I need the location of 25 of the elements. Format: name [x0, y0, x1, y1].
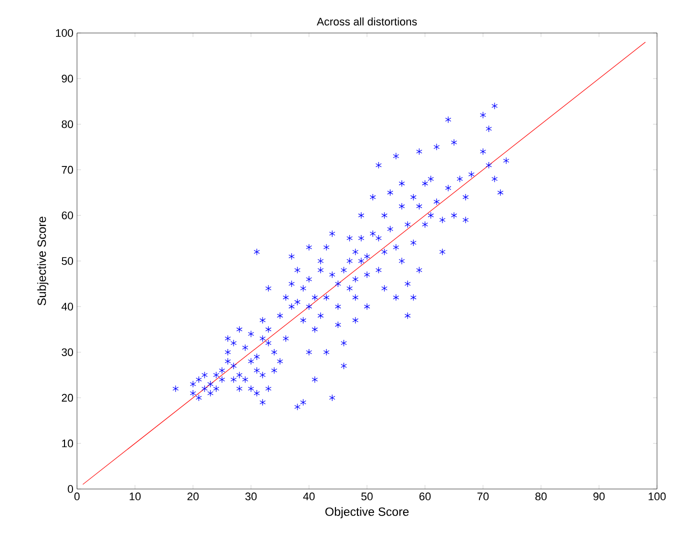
y-tick-label: 40: [62, 302, 74, 310]
y-tick-label: 80: [62, 120, 74, 128]
y-tick-label: 90: [62, 74, 74, 82]
x-tick-label: 30: [245, 492, 257, 500]
x-tick-label: 40: [303, 492, 315, 500]
y-tick-label: 30: [62, 348, 74, 356]
y-tick-label: 100: [56, 29, 74, 37]
x-tick-label: 70: [477, 492, 489, 500]
x-tick-label: 20: [187, 492, 199, 500]
x-tick-label: 90: [593, 492, 605, 500]
x-axis-title: Objective Score: [325, 507, 409, 518]
x-tick-label: 60: [419, 492, 431, 500]
x-tick-label: 10: [130, 492, 141, 500]
chart-title: Across all distortions: [316, 17, 417, 26]
x-tick-label: 100: [648, 492, 666, 500]
y-tick-label: 70: [62, 166, 74, 174]
y-axis-title: Subjective Score: [37, 216, 48, 306]
y-tick-label: 60: [62, 212, 74, 220]
y-tick-label: 50: [62, 257, 74, 265]
x-tick-label: 50: [361, 492, 373, 500]
y-tick-label: 0: [68, 485, 74, 493]
y-tick-label: 10: [62, 440, 74, 448]
x-tick-label: 80: [535, 492, 547, 500]
x-tick-label: 0: [74, 492, 80, 500]
y-tick-label: 20: [62, 394, 74, 402]
